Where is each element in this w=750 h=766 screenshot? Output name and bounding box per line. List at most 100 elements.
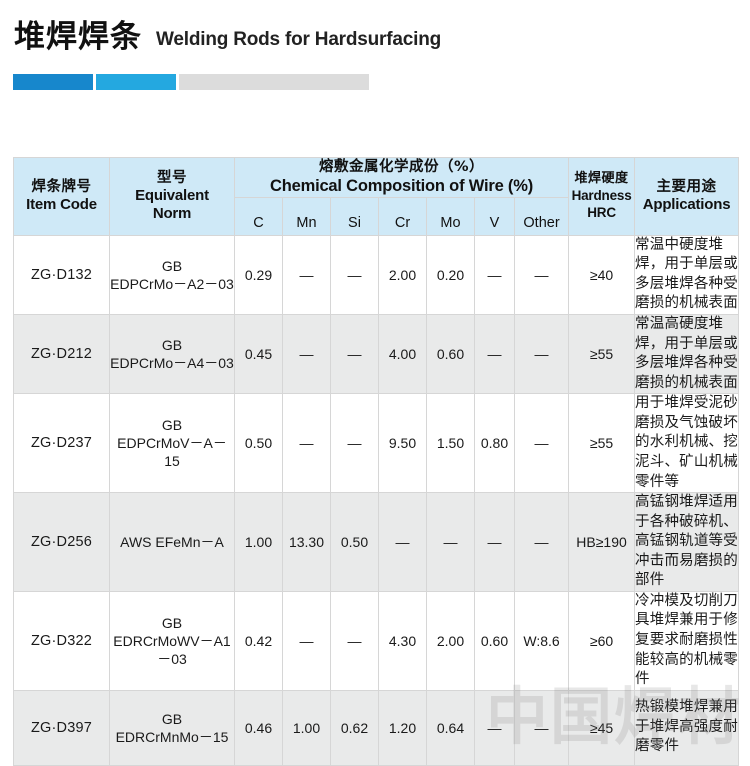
cell-hardness: ≥45 bbox=[568, 689, 636, 766]
norm-line-1: GB bbox=[161, 336, 183, 353]
cell-item-code: ZG·D237 bbox=[13, 393, 110, 494]
cell-c: 0.50 bbox=[234, 393, 283, 494]
cell-mn: — bbox=[282, 234, 331, 316]
th-applications: 主要用途 Applications bbox=[634, 157, 740, 236]
cell-item-code: ZG·D322 bbox=[13, 590, 110, 691]
table-row: ZG·D237 GB EDPCrMoV－A－15 0.50 — — 9.50 1… bbox=[13, 393, 740, 494]
cell-c: 0.42 bbox=[234, 590, 283, 691]
cell-application: 冷冲模及切削刀具堆焊兼用于修复要求耐磨损性能较高的机械零件 bbox=[634, 590, 740, 691]
th-applications-en: Applications bbox=[642, 196, 731, 214]
norm-line-1: GB bbox=[161, 710, 183, 727]
cell-equivalent-norm: GB EDRCrMnMo－15 bbox=[109, 689, 235, 766]
norm-line-1: GB bbox=[161, 614, 183, 631]
decorative-bar-secondary bbox=[96, 74, 176, 90]
th-chemical-composition: 熔敷金属化学成份（%） Chemical Composition of Wire… bbox=[233, 157, 570, 198]
cell-item-code: ZG·D397 bbox=[13, 689, 110, 766]
th-norm-en2: Norm bbox=[152, 205, 192, 223]
cell-hardness: ≥55 bbox=[568, 393, 636, 494]
cell-cr: 9.50 bbox=[378, 393, 427, 494]
th-hardness-en2: HRC bbox=[587, 204, 616, 220]
th-hardness-cn: 堆焊硬度 bbox=[574, 171, 629, 187]
cell-mn: — bbox=[282, 590, 331, 691]
th-element-mn: Mn bbox=[282, 196, 331, 236]
cell-cr: 4.30 bbox=[378, 590, 427, 691]
cell-application: 高锰钢堆焊适用于各种破碎机、高锰钢轨道等受冲击而易磨损的部件 bbox=[634, 492, 740, 592]
cell-c: 1.00 bbox=[234, 492, 283, 592]
th-hardness: 堆焊硬度 Hardness HRC bbox=[568, 157, 636, 236]
cell-mn: — bbox=[282, 393, 331, 494]
cell-hardness: HB≥190 bbox=[568, 492, 636, 592]
header-row-elements: C Mn Si Cr Mo V Other bbox=[14, 196, 739, 236]
cell-item-code: ZG·D132 bbox=[13, 234, 110, 316]
cell-c: 0.29 bbox=[234, 234, 283, 316]
th-norm-en1: Equivalent bbox=[135, 186, 209, 204]
norm-line-1: AWS EFeMn－A bbox=[120, 533, 224, 550]
th-element-si: Si bbox=[330, 196, 379, 236]
th-hardness-en1: Hardness bbox=[571, 187, 632, 203]
cell-cr: 1.20 bbox=[378, 689, 427, 766]
decorative-bar-gray bbox=[179, 74, 369, 90]
norm-line-2: EDRCrMoWV－A1 bbox=[113, 632, 231, 649]
cell-cr: 4.00 bbox=[378, 313, 427, 395]
cell-equivalent-norm: GB EDRCrMoWV－A1 －03 bbox=[109, 590, 235, 691]
cell-si: — bbox=[330, 393, 379, 494]
th-item-code-cn: 焊条牌号 bbox=[31, 178, 92, 195]
th-element-c: C bbox=[234, 196, 283, 236]
cell-other: — bbox=[513, 492, 570, 592]
cell-si: — bbox=[330, 590, 379, 691]
cell-v: — bbox=[474, 492, 515, 592]
cell-mo: 0.60 bbox=[426, 313, 475, 395]
th-item-code-en: Item Code bbox=[26, 196, 97, 214]
header-row-top: 焊条牌号 Item Code 型号 Equivalent Norm 熔敷金属化学… bbox=[13, 157, 740, 236]
table-row: ZG·D256 AWS EFeMn－A 1.00 13.30 0.50 — — … bbox=[13, 492, 740, 592]
cell-si: 0.50 bbox=[330, 492, 379, 592]
norm-line-2: EDPCrMo－A4－03 bbox=[110, 355, 234, 372]
spec-table-wrapper: 焊条牌号 Item Code 型号 Equivalent Norm 熔敷金属化学… bbox=[13, 157, 740, 766]
cell-hardness: ≥55 bbox=[568, 313, 636, 395]
cell-other: — bbox=[513, 234, 570, 316]
page-title-en: Welding Rods for Hardsurfacing bbox=[156, 29, 442, 50]
cell-mo: 1.50 bbox=[426, 393, 475, 494]
cell-mn: 13.30 bbox=[282, 492, 331, 592]
th-element-v: V bbox=[474, 196, 515, 236]
cell-mo: 0.64 bbox=[426, 689, 475, 766]
cell-item-code: ZG·D212 bbox=[13, 313, 110, 395]
table-body: ZG·D132 GB EDPCrMo－A2－03 0.29 — — 2.00 0… bbox=[13, 234, 740, 766]
norm-line-2: EDPCrMoV－A－15 bbox=[117, 435, 227, 470]
table-header: 焊条牌号 Item Code 型号 Equivalent Norm 熔敷金属化学… bbox=[13, 157, 740, 236]
cell-equivalent-norm: GB EDPCrMo－A2－03 bbox=[109, 234, 235, 316]
decorative-bar-primary bbox=[13, 74, 93, 90]
cell-si: — bbox=[330, 234, 379, 316]
page-header: 堆焊焊条 Welding Rods for Hardsurfacing bbox=[0, 0, 750, 118]
cell-other: — bbox=[513, 393, 570, 494]
norm-line-1: GB bbox=[161, 416, 183, 433]
th-equivalent-norm: 型号 Equivalent Norm bbox=[109, 157, 235, 236]
cell-v: — bbox=[474, 689, 515, 766]
cell-v: 0.80 bbox=[474, 393, 515, 494]
cell-application: 常温中硬度堆焊，用于单层或多层堆焊各种受磨损的机械表面 bbox=[634, 234, 740, 316]
welding-rods-spec-table: 焊条牌号 Item Code 型号 Equivalent Norm 熔敷金属化学… bbox=[13, 157, 740, 766]
cell-cr: 2.00 bbox=[378, 234, 427, 316]
cell-si: — bbox=[330, 313, 379, 395]
decorative-bar-row bbox=[13, 74, 369, 90]
cell-other: W:8.6 bbox=[513, 590, 570, 691]
cell-c: 0.45 bbox=[234, 313, 283, 395]
cell-equivalent-norm: GB EDPCrMoV－A－15 bbox=[109, 393, 235, 494]
cell-other: — bbox=[513, 689, 570, 766]
table-row: ZG·D212 GB EDPCrMo－A4－03 0.45 — — 4.00 0… bbox=[13, 313, 740, 395]
cell-item-code: ZG·D256 bbox=[13, 492, 110, 592]
norm-line-2: EDPCrMo－A2－03 bbox=[110, 275, 234, 292]
cell-application: 常温高硬度堆焊，用于单层或多层堆焊各种受磨损的机械表面 bbox=[634, 313, 740, 395]
cell-v: — bbox=[474, 234, 515, 316]
th-composition-en: Chemical Composition of Wire (%) bbox=[270, 177, 533, 196]
cell-equivalent-norm: GB EDPCrMo－A4－03 bbox=[109, 313, 235, 395]
table-row: ZG·D132 GB EDPCrMo－A2－03 0.29 — — 2.00 0… bbox=[13, 234, 740, 316]
page-title-cn: 堆焊焊条 bbox=[14, 19, 142, 55]
th-item-code: 焊条牌号 Item Code bbox=[13, 157, 110, 236]
th-applications-cn: 主要用途 bbox=[656, 178, 717, 195]
cell-mn: — bbox=[282, 313, 331, 395]
title-row: 堆焊焊条 Welding Rods for Hardsurfacing bbox=[0, 0, 750, 53]
cell-si: 0.62 bbox=[330, 689, 379, 766]
cell-c: 0.46 bbox=[234, 689, 283, 766]
cell-mo: 2.00 bbox=[426, 590, 475, 691]
